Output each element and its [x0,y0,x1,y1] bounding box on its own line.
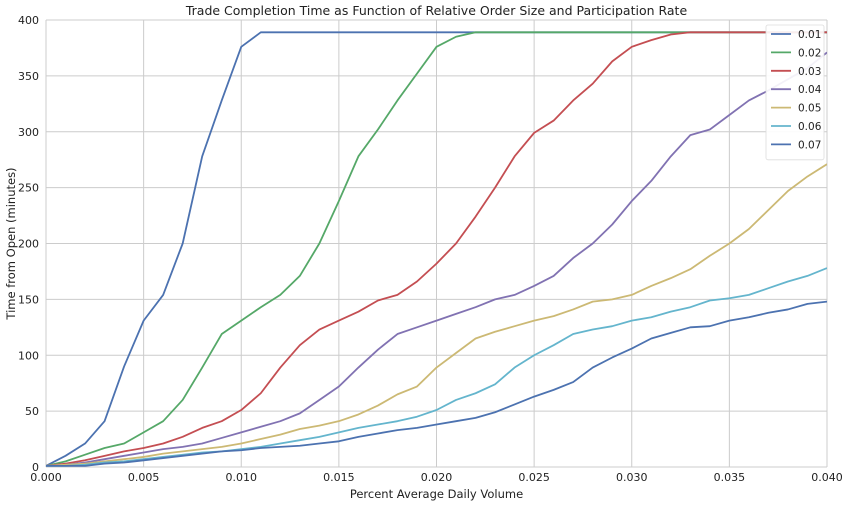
x-tick-label: 0.005 [128,471,160,484]
legend-label: 0.06 [798,121,822,133]
y-tick-label: 50 [25,405,39,418]
legend-label: 0.01 [798,29,821,41]
legend: 0.01 0.02 0.03 0.04 0.05 0.06 0.07 [765,24,825,161]
x-tick-label: 0.035 [714,471,746,484]
y-tick-label: 250 [18,182,39,195]
x-tick-label: 0.040 [811,471,843,484]
y-tick-label: 400 [18,14,39,27]
y-tick-label: 200 [18,238,39,251]
series-line-0.03 [46,31,827,467]
x-axis-title: Percent Average Daily Volume [350,487,523,501]
legend-label: 0.02 [798,47,821,59]
x-tick-label: 0.030 [616,471,648,484]
grid [45,19,828,468]
legend-label: 0.04 [798,84,822,96]
series-line-0.07 [46,300,827,467]
x-tick-label: 0.025 [518,471,550,484]
y-axis-title: Time from Open (minutes) [4,167,18,320]
x-tick-label: 0.010 [226,471,258,484]
y-tick-label: 150 [18,293,39,306]
axes: 0.000 0.005 0.010 0.015 0.020 0.025 0.030 0.035… [18,14,843,484]
series-line-0.04 [46,51,827,467]
x-tick-label: 0.020 [421,471,453,484]
x-tick-label: 0.000 [30,471,62,484]
legend-label: 0.05 [798,103,821,115]
y-tick-label: 0 [32,461,39,474]
legend-label: 0.07 [798,139,821,151]
series-line-0.06 [46,267,827,467]
series-line-0.05 [46,163,827,467]
y-tick-label: 100 [18,349,39,362]
y-tick-label: 300 [18,126,39,139]
legend-label: 0.03 [798,66,821,78]
series-lines [46,31,827,467]
x-tick-label: 0.015 [323,471,355,484]
y-tick-label: 350 [18,70,39,83]
chart-title: Trade Completion Time as Function of Rel… [185,3,688,18]
